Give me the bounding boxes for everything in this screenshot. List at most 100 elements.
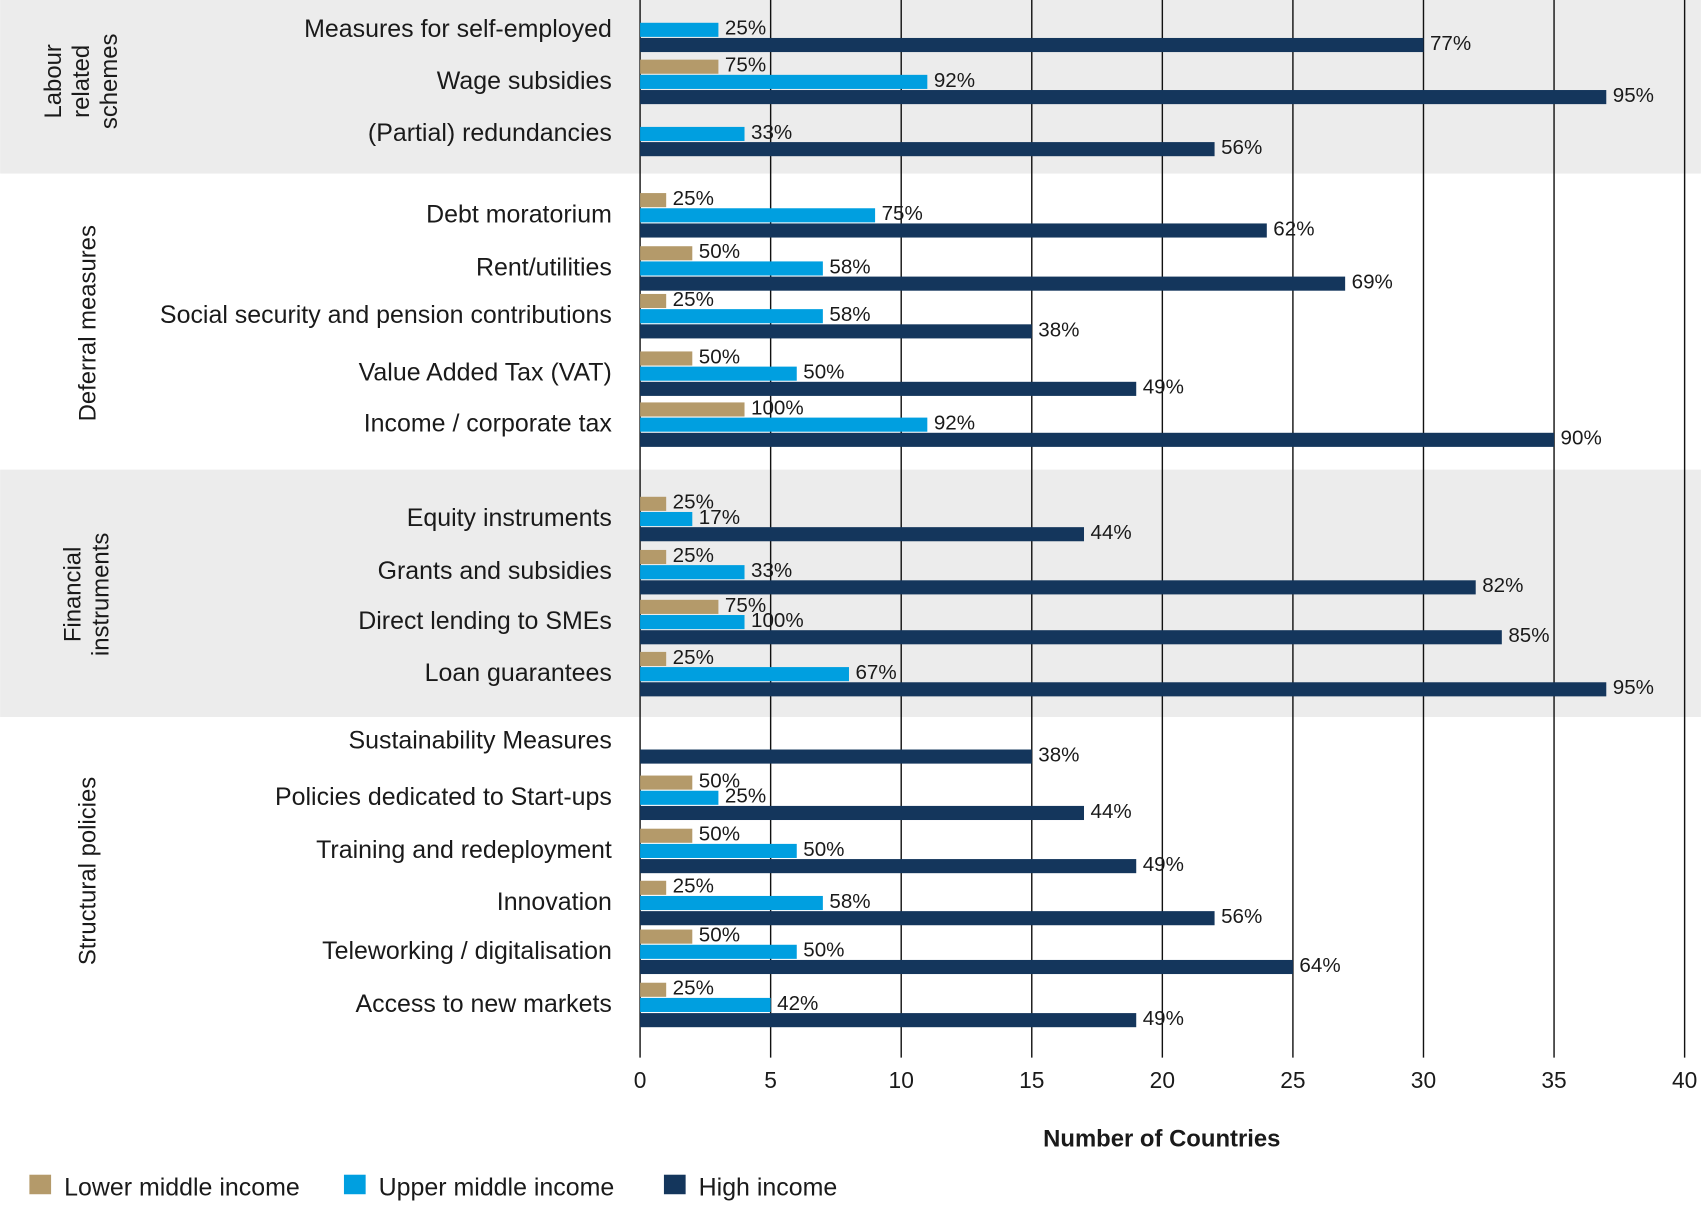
group-bands: [0, 0, 1701, 717]
bar-value-label: 90%: [1561, 427, 1602, 450]
bar-value-label: 67%: [855, 661, 896, 684]
bar: [640, 223, 1267, 238]
bar: [640, 309, 823, 324]
bar: [640, 565, 745, 580]
legend-label: Upper middle income: [379, 1173, 615, 1201]
bar: [640, 580, 1476, 595]
x-tick-label: 25: [1280, 1067, 1305, 1093]
bar-value-label: 17%: [699, 506, 740, 529]
bar: [640, 982, 667, 997]
bar-value-label: 50%: [803, 361, 844, 384]
bar-value-label: 44%: [1091, 800, 1132, 823]
bar-value-label: 92%: [934, 412, 975, 435]
bar: [640, 261, 823, 276]
bar-value-label: 25%: [673, 491, 714, 514]
bar-value-label: 25%: [673, 544, 714, 567]
bar-value-label: 25%: [673, 646, 714, 669]
bar: [640, 828, 693, 843]
x-tick-label: 35: [1541, 1067, 1566, 1093]
bar: [640, 997, 771, 1013]
category-label: Value Added Tax (VAT): [359, 359, 612, 387]
bar: [640, 843, 797, 858]
bar: [640, 511, 693, 527]
bar: [640, 417, 928, 432]
category-label: Wage subsidies: [437, 67, 612, 95]
bar: [640, 895, 823, 911]
bar-value-label: 49%: [1143, 1007, 1184, 1030]
bar: [640, 208, 876, 223]
legend-swatch: [29, 1174, 52, 1195]
category-label: Teleworking / digitalisation: [322, 937, 612, 965]
bar: [640, 667, 849, 682]
bar-value-label: 25%: [725, 785, 766, 808]
category-label: Loan guarantees: [425, 659, 612, 687]
bar: [640, 126, 745, 142]
bar-value-label: 100%: [751, 609, 804, 632]
bar: [640, 1013, 1137, 1028]
category-label: (Partial) redundancies: [368, 119, 612, 147]
bar-value-label: 95%: [1613, 676, 1654, 699]
bar: [640, 790, 719, 805]
x-axis-title: Number of Countries: [1043, 1126, 1280, 1153]
legend-label: High income: [699, 1173, 838, 1201]
x-tick-label: 10: [889, 1067, 914, 1093]
bar-value-label: 100%: [751, 396, 804, 419]
category-label: Income / corporate tax: [364, 410, 613, 438]
group-label: Structural policies: [75, 777, 102, 965]
bar-value-label: 75%: [725, 594, 766, 617]
bar: [640, 351, 693, 366]
bar: [640, 276, 1346, 291]
group-labels: Labourrelatedschemes Deferral measures Fin…: [40, 34, 123, 966]
legend-label: Lower middle income: [64, 1173, 300, 1201]
category-label: Equity instruments: [407, 504, 612, 532]
bar: [640, 859, 1137, 874]
bar-value-label: 50%: [699, 345, 740, 368]
bar: [640, 74, 928, 89]
category-label: Social security and pension contribution…: [160, 301, 612, 329]
bar: [640, 630, 1502, 645]
bar-value-label: 44%: [1091, 521, 1132, 544]
category-label: Training and redeployment: [316, 836, 612, 864]
category-label: Debt moratorium: [426, 200, 612, 228]
bar-value-label: 77%: [1430, 32, 1471, 55]
category-label: Policies dedicated to Start-ups: [275, 783, 612, 811]
bar: [640, 142, 1215, 157]
bar-value-label: 50%: [699, 924, 740, 947]
bar: [640, 651, 667, 666]
bar-value-label: 56%: [1221, 136, 1262, 159]
legend-swatch: [343, 1174, 366, 1195]
bar: [640, 432, 1555, 447]
bar-value-label: 38%: [1038, 743, 1079, 766]
bar-value-label: 50%: [699, 240, 740, 263]
bar: [640, 246, 693, 261]
category-labels: Measures for self-employed Wage subsidies…: [160, 15, 612, 1018]
bar-value-label: 38%: [1038, 318, 1079, 341]
bar: [640, 749, 1032, 764]
bar-value-label: 50%: [699, 823, 740, 846]
bar-value-label: 33%: [751, 121, 792, 144]
bar: [640, 366, 797, 381]
category-label: Grants and subsidies: [378, 557, 612, 585]
bar-value-label: 25%: [673, 187, 714, 210]
bar: [640, 615, 745, 630]
bar-value-label: 75%: [882, 202, 923, 225]
bar: [640, 22, 719, 37]
bar-value-label: 95%: [1613, 84, 1654, 107]
x-tick-label: 20: [1150, 1067, 1175, 1093]
x-tick-label: 5: [764, 1067, 777, 1093]
legend-swatch: [663, 1174, 686, 1195]
category-label: Access to new markets: [355, 990, 611, 1018]
bar: [640, 929, 693, 944]
bar: [640, 682, 1607, 697]
bar-value-label: 49%: [1143, 853, 1184, 876]
x-axis-ticks: 0 5 10 15 20 25 30 35 40: [634, 1067, 1698, 1093]
x-tick-label: 30: [1411, 1067, 1436, 1093]
bar: [640, 880, 667, 895]
group-label: Labourrelatedschemes: [40, 34, 123, 130]
bar-value-label: 62%: [1273, 217, 1314, 240]
bar: [640, 59, 719, 74]
category-label: Rent/utilities: [476, 254, 612, 282]
group-label: Financialinstruments: [59, 533, 114, 656]
bar-value-label: 69%: [1352, 271, 1393, 294]
